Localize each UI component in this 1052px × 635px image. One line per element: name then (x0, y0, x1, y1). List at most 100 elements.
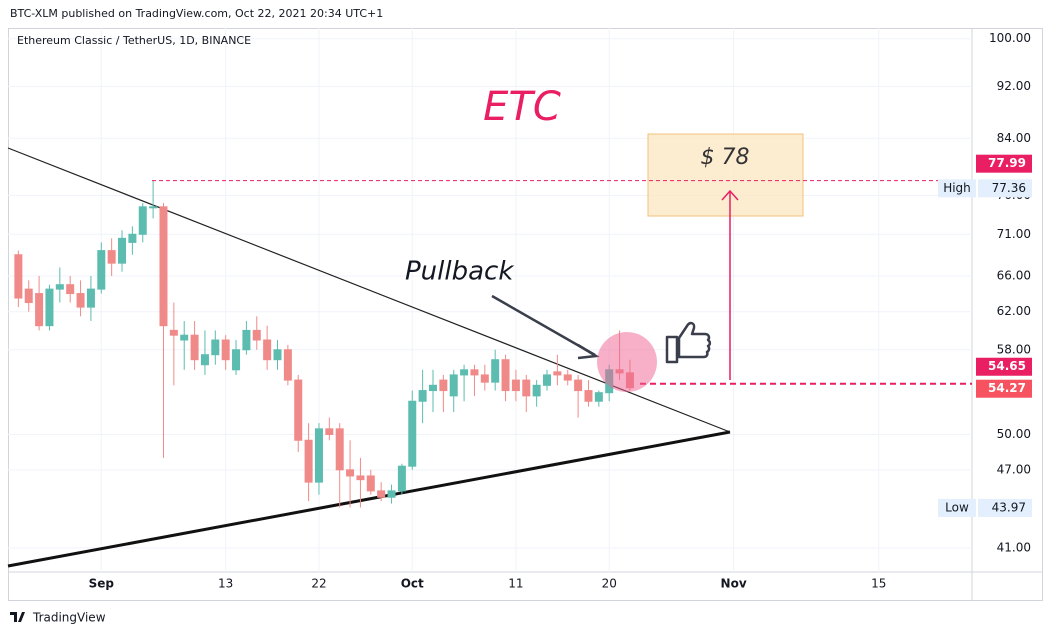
candle-body (325, 428, 334, 436)
candle-body (314, 428, 323, 483)
candle-body (45, 288, 54, 327)
low_mark-name-bg (938, 498, 976, 517)
candle-body (294, 379, 303, 441)
candle-body (200, 354, 209, 366)
candle-body (594, 392, 603, 402)
candle-body (24, 288, 33, 304)
candle-body (439, 379, 448, 392)
candle-body (346, 469, 355, 477)
candle-body (480, 374, 489, 383)
candle-body (128, 233, 137, 243)
target-box (647, 133, 804, 217)
candle-body (366, 475, 375, 492)
candle-body (180, 334, 189, 341)
ascending-trendline (7, 430, 731, 568)
candle-body (76, 293, 85, 308)
annotation-title: ETC (483, 84, 561, 130)
y-tick-label: 50.00 (997, 427, 1031, 441)
candle-body (55, 284, 64, 290)
low_mark-value-bg (978, 498, 1032, 517)
candle-body (418, 390, 427, 402)
candle-body (543, 374, 552, 386)
candle-body (138, 206, 147, 235)
x-tick-label: Sep (89, 577, 115, 591)
x-tick-label: Oct (401, 577, 424, 591)
candle-body (449, 374, 458, 397)
highlight-circle (597, 332, 657, 392)
last-price-label: 54.27 (988, 381, 1026, 395)
high_mark-value: 77.36 (992, 181, 1026, 195)
candle-body (190, 334, 199, 361)
candle-body (460, 369, 469, 376)
footer: TradingView (10, 611, 106, 625)
axes: 100.0092.0084.0076.0071.0066.0062.0058.0… (89, 31, 1032, 591)
x-tick-label: 13 (218, 577, 233, 591)
footer-brand: TradingView (32, 611, 106, 625)
candle-body (35, 293, 44, 327)
candle-body (408, 400, 417, 467)
high_mark-name: High (943, 181, 971, 195)
x-tick-label: 20 (602, 577, 617, 591)
candle-body (97, 250, 106, 290)
target-arrow-head (721, 189, 739, 201)
candle-body (242, 329, 251, 351)
x-tick-label: 11 (508, 577, 523, 591)
annotation-note: Pullback (405, 257, 514, 287)
candle-body (14, 254, 23, 299)
candle-body (532, 384, 541, 397)
candle-body (66, 284, 75, 295)
candle-body (501, 359, 510, 392)
high_mark-name-bg (938, 179, 976, 198)
symbol-legend: Ethereum Classic / TetherUS, 1D, BINANCE (17, 34, 251, 47)
candles (14, 180, 972, 508)
y-tick-label: 41.00 (997, 540, 1031, 554)
y-tick-label: 66.00 (997, 268, 1031, 282)
x-tick-label: Nov (721, 577, 747, 591)
candle-body (491, 359, 500, 383)
x-tick-label: 22 (311, 577, 326, 591)
chart-frame (8, 28, 1043, 601)
price-label: 77.99 (988, 156, 1026, 170)
thumbs-up-icon (665, 321, 712, 364)
candle-body (511, 379, 520, 392)
candle-body (273, 349, 282, 361)
candle-body (221, 339, 230, 361)
y-tick-label: 58.00 (997, 342, 1031, 356)
high_mark-value-bg (978, 179, 1032, 198)
y-tick-label: 47.00 (997, 462, 1031, 476)
publisher-line: BTC-XLM published on TradingView.com, Oc… (10, 7, 383, 20)
grid (8, 28, 972, 572)
candle-body (118, 237, 127, 264)
x-tick-label: 15 (871, 577, 886, 591)
candle-body (335, 428, 344, 471)
candle-body (563, 374, 572, 381)
candle-body (574, 379, 583, 392)
annotation-target: $ 78 (701, 145, 750, 170)
candle-body (428, 384, 437, 392)
candle-body (377, 490, 386, 498)
candle-body (283, 349, 292, 381)
candle-body (522, 379, 531, 397)
price-label: 54.65 (988, 359, 1026, 373)
pullback-arrow-head (577, 343, 600, 360)
candle-body (149, 206, 158, 209)
candle-body (107, 250, 116, 264)
tradingview-logo (10, 612, 25, 622)
candle-body (356, 475, 365, 481)
candle-body (86, 288, 95, 308)
low_mark-value: 43.97 (992, 500, 1026, 514)
candle-body (263, 339, 272, 361)
candle-body (387, 490, 396, 498)
candle-body (470, 369, 479, 376)
price-label-bg (976, 357, 1032, 376)
candle-body (211, 339, 220, 356)
candle-body (169, 329, 178, 336)
candle-body (159, 206, 168, 327)
y-tick-label: 100.00 (989, 31, 1031, 45)
candle-body (553, 371, 562, 376)
y-tick-label: 92.00 (997, 79, 1031, 93)
last-price-bg (976, 379, 1032, 398)
y-tick-label: 71.00 (997, 227, 1031, 241)
